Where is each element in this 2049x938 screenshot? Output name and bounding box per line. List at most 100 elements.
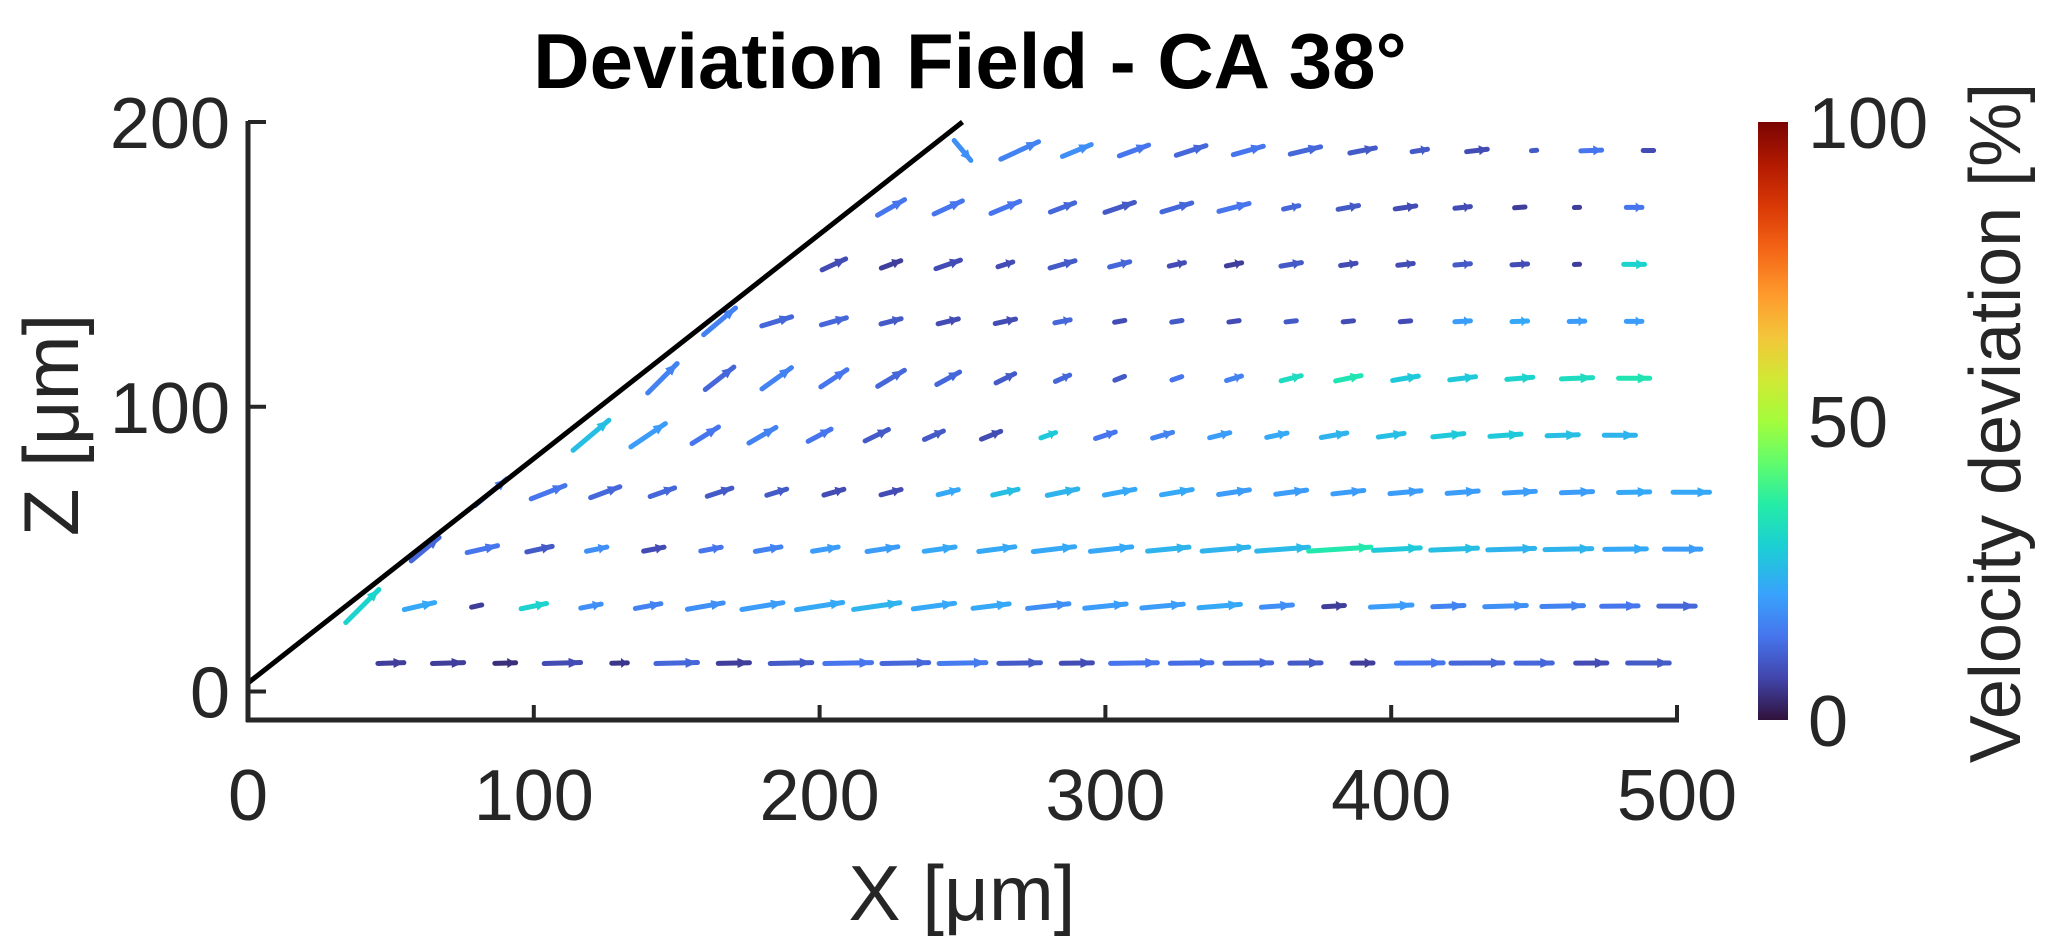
- vector-arrow: [1616, 487, 1653, 498]
- colorbar-ticks: 0 50 100: [1808, 84, 1928, 762]
- axes: [245, 121, 1679, 723]
- vector-arrow: [1159, 200, 1195, 215]
- vector-arrow: [1340, 318, 1357, 325]
- vector-arrow: [1047, 258, 1078, 271]
- vector-arrow: [583, 543, 610, 554]
- vector-arrow: [343, 587, 382, 626]
- vector-arrow: [1223, 259, 1245, 269]
- colorbar-label: Velocity deviation [%]: [1956, 83, 2036, 763]
- vector-arrow: [1509, 259, 1531, 270]
- vector-arrow: [819, 256, 849, 273]
- vector-arrow: [1566, 316, 1588, 327]
- vector-arrow: [1447, 373, 1479, 383]
- vector-arrow: [1112, 317, 1128, 325]
- vector-arrow: [1169, 374, 1185, 383]
- vector-arrow: [1287, 144, 1324, 157]
- vector-arrow: [469, 602, 485, 610]
- vector-arrow: [1116, 142, 1152, 159]
- vector-arrow: [408, 534, 442, 564]
- vector-arrow: [805, 426, 834, 444]
- vector-arrow: [1224, 373, 1244, 384]
- vector-arrow: [1145, 543, 1192, 554]
- vector-arrow: [1464, 145, 1490, 156]
- vector-arrow: [628, 421, 668, 450]
- vector-arrow: [1387, 486, 1424, 497]
- vector-arrow: [1512, 204, 1528, 211]
- vector-arrow: [935, 486, 961, 498]
- vector-arrow: [375, 657, 407, 668]
- vector-arrow: [1093, 429, 1118, 441]
- vector-arrow: [1670, 487, 1712, 498]
- vector-arrow: [767, 657, 815, 668]
- x-tick-label: 400: [1331, 756, 1451, 836]
- vector-arrow: [1166, 259, 1187, 269]
- vector-arrow: [1318, 429, 1350, 440]
- vector-arrow: [524, 543, 555, 555]
- vector-arrow: [996, 657, 1043, 668]
- vector-arrow: [1452, 259, 1473, 270]
- vector-arrow: [931, 198, 965, 217]
- vector-arrow: [1102, 199, 1137, 215]
- chart-title: Deviation Field - CA 38°: [533, 17, 1406, 105]
- vector-arrow: [1321, 600, 1347, 611]
- vector-arrow: [752, 543, 784, 554]
- vector-arrow: [851, 599, 903, 612]
- vector-arrow: [1101, 486, 1138, 498]
- vector-arrow: [879, 657, 932, 668]
- vector-arrow: [698, 543, 724, 554]
- vector-arrow: [1602, 544, 1649, 555]
- vector-arrow: [1444, 486, 1481, 497]
- vector-arrow: [492, 657, 519, 668]
- vector-arrow: [993, 371, 1018, 386]
- vector-arrow: [1662, 544, 1704, 555]
- vector-arrow: [933, 257, 963, 272]
- vector-arrow: [1544, 430, 1581, 441]
- vector-arrow: [1513, 658, 1555, 669]
- vector-arrow: [1349, 658, 1376, 669]
- vector-arrow: [1539, 600, 1586, 611]
- vector-arrow: [1335, 202, 1362, 212]
- vector-arrow: [647, 485, 678, 499]
- vector-arrow: [921, 428, 946, 442]
- vector-arrow: [653, 657, 700, 668]
- vector-arrow: [1222, 657, 1275, 668]
- x-tick-label: 300: [1045, 756, 1165, 836]
- vector-arrow: [570, 417, 612, 453]
- vector-arrow: [1509, 316, 1531, 327]
- vector-arrow: [1397, 318, 1414, 325]
- vector-arrow: [990, 486, 1021, 498]
- vector-arrow: [1452, 202, 1473, 213]
- vector-arrow: [1230, 143, 1266, 158]
- vector-arrow: [632, 600, 664, 611]
- vector-arrow: [1390, 372, 1421, 383]
- vector-arrow: [1599, 601, 1641, 612]
- vector-arrow: [998, 139, 1042, 162]
- colorbar-tick-label: 100: [1808, 84, 1928, 164]
- x-axis-label: X [μm]: [849, 849, 1076, 937]
- vector-arrow: [1623, 202, 1645, 213]
- vector-arrow: [1254, 543, 1312, 554]
- vector-arrow: [1330, 486, 1367, 497]
- vector-arrow: [1044, 486, 1081, 498]
- x-tick-label: 0: [228, 756, 268, 836]
- vector-arrow: [992, 316, 1019, 327]
- y-axis-label: Z [μm]: [7, 314, 95, 537]
- vector-arrow: [1573, 658, 1610, 669]
- vector-arrow: [704, 485, 735, 499]
- vector-arrow: [1375, 429, 1407, 440]
- vector-arrow: [793, 599, 846, 613]
- vector-arrow: [1108, 657, 1160, 668]
- vector-arrow: [875, 197, 908, 218]
- vector-arrow: [818, 315, 849, 328]
- vector-arrow: [1278, 259, 1304, 269]
- vector-arrow: [541, 657, 584, 668]
- vector-arrow: [1625, 658, 1672, 669]
- vector-arrow: [464, 543, 501, 556]
- vector-arrow: [1173, 143, 1209, 158]
- colorbar-tick-label: 0: [1808, 682, 1848, 762]
- vector-arrow: [1047, 200, 1078, 215]
- vector-arrow: [1107, 259, 1133, 270]
- vector-arrow: [978, 428, 1004, 442]
- vector-arrow: [878, 315, 904, 327]
- vector-arrow: [1216, 201, 1252, 214]
